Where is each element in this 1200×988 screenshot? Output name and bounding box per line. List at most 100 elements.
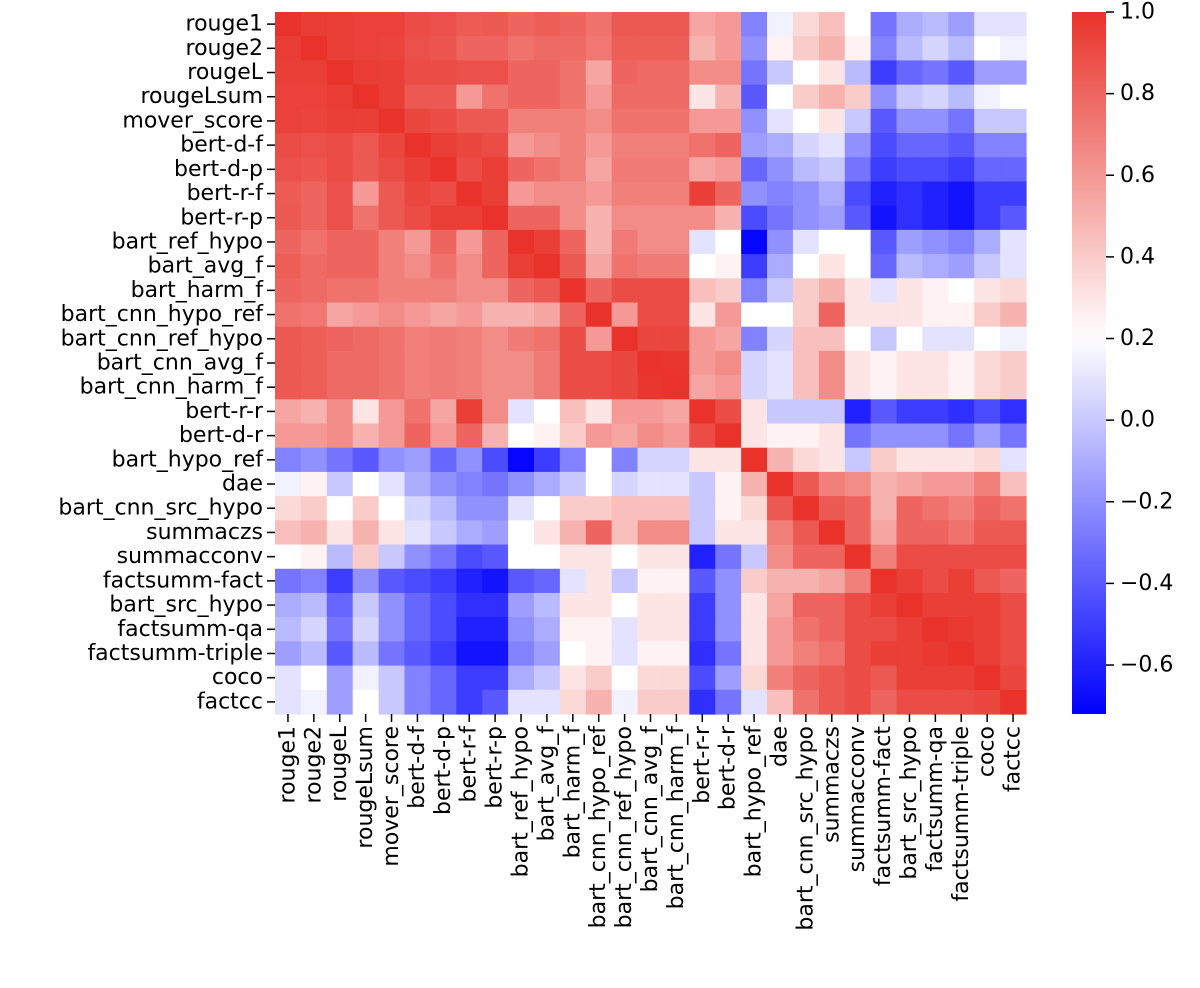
- heatmap-cell: [508, 447, 535, 473]
- heatmap-cell: [404, 592, 431, 618]
- heatmap-cell: [792, 350, 820, 376]
- heatmap-cell: [689, 205, 716, 231]
- heatmap-cell: [689, 350, 716, 376]
- x-tick-label: bert-r-f: [457, 725, 482, 803]
- heatmap-cell: [378, 84, 406, 110]
- heatmap-cell: [922, 399, 949, 425]
- heatmap-cell: [352, 36, 380, 62]
- x-tick-label: bert-d-f: [405, 725, 430, 809]
- heatmap-cell: [974, 133, 1001, 158]
- heatmap-cell: [300, 496, 328, 521]
- heatmap-cell: [741, 254, 768, 279]
- heatmap-cell: [482, 375, 509, 400]
- heatmap-cell: [637, 665, 665, 691]
- heatmap-cell: [275, 496, 302, 521]
- heatmap-cell: [456, 665, 483, 691]
- heatmap-cell: [378, 254, 406, 279]
- heatmap-cell: [508, 157, 535, 183]
- heatmap-cell: [1000, 302, 1027, 328]
- heatmap-cell: [792, 375, 820, 400]
- heatmap-cell: [818, 12, 846, 37]
- heatmap-cell: [741, 568, 768, 594]
- heatmap-cell: [611, 496, 639, 521]
- heatmap-cell: [948, 375, 975, 400]
- heatmap-cell: [378, 181, 406, 207]
- heatmap-cell: [378, 399, 406, 425]
- heatmap-cell: [922, 278, 949, 304]
- heatmap-cell: [326, 641, 354, 667]
- heatmap-cell: [275, 60, 302, 86]
- heatmap-cell: [767, 229, 794, 255]
- heatmap-cell: [767, 665, 794, 691]
- heatmap-cell: [715, 157, 742, 183]
- heatmap-cell: [326, 375, 354, 400]
- heatmap-cell: [378, 447, 406, 473]
- heatmap-cell: [508, 181, 535, 207]
- heatmap-cell: [404, 544, 431, 570]
- heatmap-cell: [404, 157, 431, 183]
- heatmap-cell: [300, 60, 328, 86]
- y-tick-label: rougeL: [187, 60, 263, 85]
- heatmap-cell: [948, 278, 975, 304]
- heatmap-cell: [715, 399, 742, 425]
- heatmap-cell: [404, 665, 431, 691]
- heatmap-cell: [1000, 350, 1027, 376]
- heatmap-cell: [637, 326, 665, 352]
- heatmap-cell: [404, 568, 431, 594]
- heatmap-cell: [741, 399, 768, 425]
- heatmap-cell: [430, 229, 457, 255]
- heatmap-cell: [404, 350, 431, 376]
- heatmap-cell: [689, 181, 716, 207]
- heatmap-cell: [456, 520, 483, 546]
- y-axis-labels: rouge1rouge2rougeLrougeLsummover_scorebe…: [58, 12, 275, 714]
- heatmap-cell: [870, 278, 898, 304]
- heatmap-cell: [792, 641, 820, 667]
- heatmap-cell: [430, 568, 457, 594]
- heatmap-cell: [585, 12, 613, 37]
- x-tick-label: rouge2: [301, 726, 326, 803]
- heatmap-cell: [948, 447, 975, 473]
- heatmap-cell: [559, 665, 587, 691]
- heatmap-cell: [948, 108, 975, 134]
- heatmap-cell: [741, 133, 768, 158]
- heatmap-cell: [508, 496, 535, 521]
- heatmap-cell: [948, 641, 975, 667]
- heatmap-cell: [559, 108, 587, 134]
- heatmap-cell: [818, 665, 846, 691]
- heatmap-cell: [922, 84, 949, 110]
- heatmap-cell: [300, 108, 328, 134]
- heatmap-cell: [611, 278, 639, 304]
- heatmap-cell: [715, 423, 742, 449]
- heatmap-cell: [611, 108, 639, 134]
- x-tick-label: factcc: [1001, 726, 1026, 792]
- heatmap-cell: [404, 84, 431, 110]
- heatmap-cell: [533, 229, 561, 255]
- heatmap-cell: [767, 60, 794, 86]
- heatmap-cell: [1000, 423, 1027, 449]
- heatmap-cell: [715, 36, 742, 62]
- heatmap-cell: [559, 496, 587, 521]
- heatmap-cell: [689, 375, 716, 400]
- heatmap-cell: [352, 641, 380, 667]
- heatmap-cell: [870, 689, 898, 715]
- heatmap-cell: [275, 302, 302, 328]
- heatmap-cell: [689, 617, 716, 642]
- y-tick-label: factsumm-qa: [117, 617, 263, 642]
- heatmap-cell: [611, 423, 639, 449]
- y-tick-label: factcc: [197, 689, 263, 714]
- heatmap-cell: [689, 326, 716, 352]
- heatmap-cell: [352, 496, 380, 521]
- heatmap-cell: [508, 641, 535, 667]
- heatmap-cell: [792, 205, 820, 231]
- heatmap-cell: [404, 326, 431, 352]
- heatmap-cell: [1000, 496, 1027, 521]
- heatmap-cell: [715, 375, 742, 400]
- heatmap-cell: [275, 641, 302, 667]
- heatmap-cell: [585, 471, 613, 497]
- heatmap-cell: [508, 278, 535, 304]
- heatmap-cell: [508, 60, 535, 86]
- heatmap-cell: [818, 254, 846, 279]
- heatmap-cell: [637, 133, 665, 158]
- heatmap-cell: [378, 641, 406, 667]
- heatmap-cell: [792, 617, 820, 642]
